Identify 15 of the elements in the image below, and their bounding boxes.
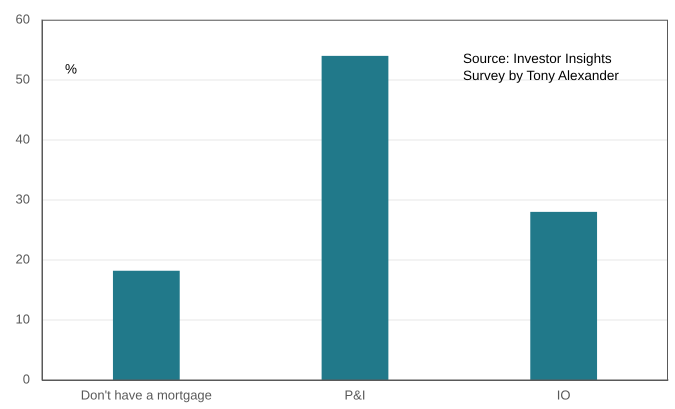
y-tick-label: 60 bbox=[16, 11, 30, 26]
bar bbox=[322, 56, 388, 380]
x-tick-label: Don't have a mortgage bbox=[80, 387, 212, 402]
y-axis-title: % bbox=[65, 62, 78, 77]
y-tick-label: 20 bbox=[16, 252, 30, 267]
y-tick-label: 50 bbox=[16, 71, 30, 86]
annotation: Source: Investor Insights Survey by Tony Alexander bbox=[463, 50, 620, 84]
y-tick-label: 0 bbox=[22, 372, 30, 387]
y-tick-label: 40 bbox=[16, 131, 30, 146]
y-tick-label: 30 bbox=[16, 191, 30, 206]
x-tick-label: IO bbox=[556, 387, 571, 402]
bar bbox=[112, 270, 180, 380]
y-tick-label: 10 bbox=[16, 312, 30, 327]
x-tick-label: P&I bbox=[344, 387, 366, 402]
bar bbox=[530, 212, 598, 380]
